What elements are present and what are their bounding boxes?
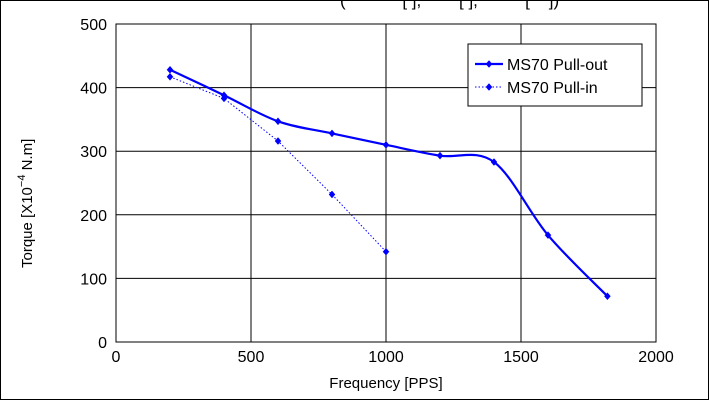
series-1-point-3 bbox=[328, 190, 336, 199]
y-axis-label: Torque [X10−4 N.m] bbox=[16, 138, 36, 268]
x-tick-label-3: 1500 bbox=[503, 349, 539, 366]
series-1-point-1 bbox=[220, 94, 228, 103]
y-axis-label-exponent: −4 bbox=[16, 174, 28, 188]
x-tick-label-1: 500 bbox=[238, 349, 265, 366]
series-0-point-5 bbox=[436, 151, 444, 160]
series-layer bbox=[166, 65, 611, 301]
y-tick-label-5: 500 bbox=[80, 17, 107, 34]
y-axis-ticks: 0 100 200 300 400 500 bbox=[80, 17, 107, 352]
y-tick-label-1: 100 bbox=[80, 271, 107, 288]
series-0-point-0 bbox=[166, 65, 174, 74]
x-axis-label: Frequency [PPS] bbox=[329, 375, 443, 392]
y-axis-label-prefix: Torque [X10 bbox=[19, 187, 36, 268]
series-0-line bbox=[169, 68, 609, 297]
legend: MS70 Pull-out MS70 Pull-in bbox=[467, 43, 643, 107]
x-tick-label-0: 0 bbox=[112, 349, 121, 366]
series-1 bbox=[166, 72, 390, 256]
series-1-point-0 bbox=[166, 72, 174, 81]
series-0-point-6 bbox=[490, 158, 498, 166]
y-axis-label-suffix: N.m] bbox=[19, 138, 36, 175]
legend-box bbox=[467, 43, 643, 107]
series-1-line bbox=[169, 76, 387, 253]
series-0-point-2 bbox=[274, 117, 282, 126]
y-tick-label-0: 0 bbox=[98, 335, 107, 352]
legend-swatch-marker-1 bbox=[485, 83, 493, 91]
clipped-title-text: ( [ ], [ ], [ ]) bbox=[340, 0, 560, 10]
series-1-point-2 bbox=[274, 137, 282, 145]
plot-area bbox=[115, 23, 657, 343]
y-tick-label-4: 400 bbox=[80, 81, 107, 98]
y-tick-label-2: 200 bbox=[80, 208, 107, 225]
series-0-point-7 bbox=[544, 231, 552, 240]
legend-swatch-marker-0 bbox=[485, 60, 493, 68]
x-axis-ticks: 0 500 1000 1500 2000 bbox=[112, 349, 674, 366]
series-1-point-4 bbox=[382, 247, 390, 256]
x-tick-label-2: 1000 bbox=[368, 349, 404, 366]
series-0-point-8 bbox=[604, 292, 611, 301]
legend-label-0: MS70 Pull-out bbox=[507, 57, 608, 74]
legend-label-1: MS70 Pull-in bbox=[507, 80, 598, 97]
y-tick-label-3: 300 bbox=[80, 144, 107, 161]
series-0-point-3 bbox=[328, 129, 336, 138]
x-tick-label-4: 2000 bbox=[638, 349, 674, 366]
series-0-point-4 bbox=[382, 140, 390, 149]
